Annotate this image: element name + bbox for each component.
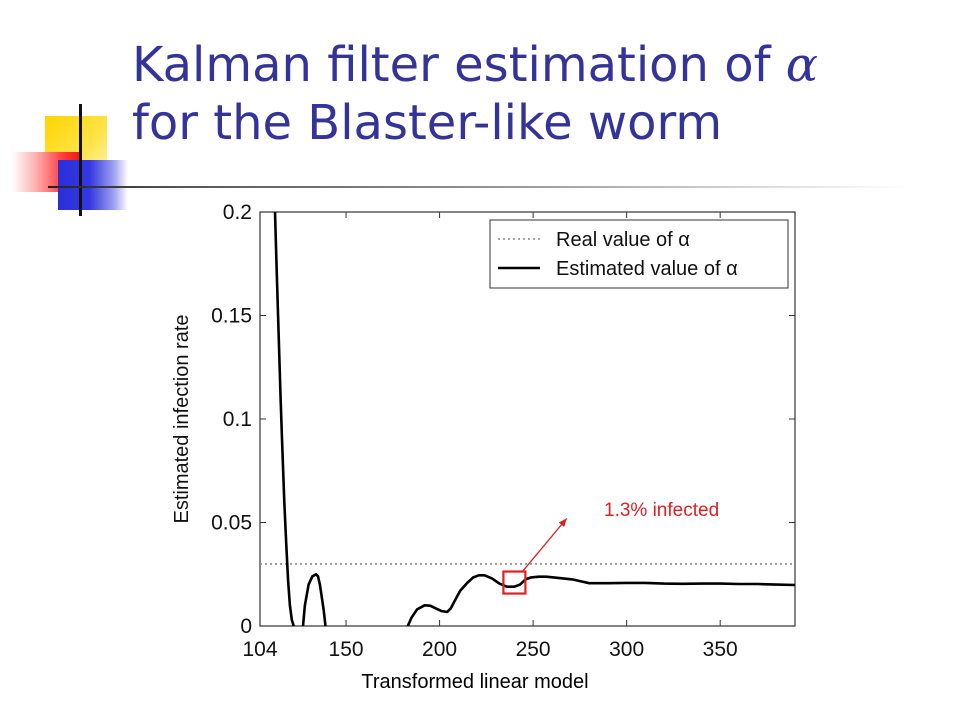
legend-label-real: Real value of α: [556, 229, 690, 251]
x-tick-label: 200: [422, 638, 457, 661]
title-underline: [48, 186, 908, 188]
annotation-arrow-head: [558, 518, 567, 527]
chart-caption: Transformed linear model: [361, 671, 589, 693]
x-tick-label: 250: [516, 638, 551, 661]
slide-decoration-vertical-line: [79, 104, 82, 216]
annotation-label: 1.3% infected: [604, 500, 719, 521]
slide-title-prefix: Kalman filter estimation of: [132, 37, 786, 93]
slide-title-line2: for the Blaster-like worm: [132, 95, 723, 151]
x-tick-label: 300: [609, 638, 644, 661]
y-axis-label: Estimated infection rate: [171, 315, 193, 524]
slide-title: Kalman filter estimation of α for the Bla…: [132, 36, 932, 152]
x-tick-label: 150: [329, 638, 364, 661]
x-tick-label: 350: [703, 638, 738, 661]
legend: Real value of α Estimated value of α: [489, 219, 789, 289]
y-tick-label: 0.15: [211, 305, 252, 328]
y-tick-label: 0.2: [223, 201, 252, 224]
y-tick-label: 0.05: [211, 512, 252, 535]
annotation-arrow-line: [521, 517, 568, 572]
series-estimated-segment-1: [273, 212, 295, 626]
y-tick-label: 0.1: [223, 408, 252, 431]
series-estimated-segment-2: [301, 573, 327, 626]
y-tick-label: 0: [240, 615, 252, 638]
series-estimated-segment-3: [406, 574, 795, 626]
legend-box: [489, 219, 789, 289]
slide-title-alpha: α: [785, 37, 819, 93]
annotation-highlight-box: [502, 570, 527, 595]
legend-label-estimated: Estimated value of α: [556, 258, 738, 280]
x-tick-label: 104: [242, 638, 277, 661]
slide-decoration-blue-square: [58, 160, 128, 210]
